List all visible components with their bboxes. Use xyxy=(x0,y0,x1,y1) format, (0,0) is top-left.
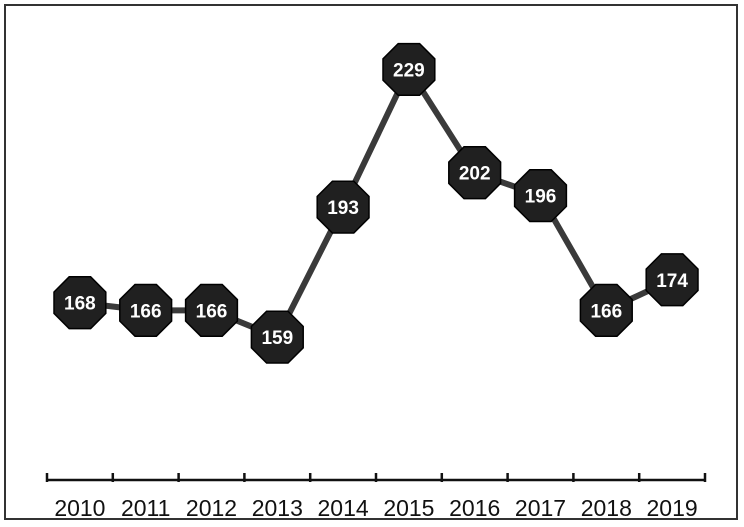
data-point: 166 xyxy=(184,283,239,337)
series-line xyxy=(79,66,674,341)
data-point: 193 xyxy=(316,180,370,234)
data-label: 174 xyxy=(656,271,688,292)
data-label: 202 xyxy=(459,164,491,185)
data-point-marker xyxy=(53,276,107,330)
x-tick-label: 2015 xyxy=(383,495,434,521)
x-tick-label: 2016 xyxy=(449,495,500,521)
data-point-marker xyxy=(513,169,568,223)
data-label: 196 xyxy=(525,187,557,208)
data-point-marker xyxy=(316,180,370,234)
data-label: 229 xyxy=(393,60,425,81)
chart-frame xyxy=(4,4,738,520)
data-label: 166 xyxy=(130,301,162,322)
data-point: 229 xyxy=(382,42,436,97)
data-point: 166 xyxy=(119,283,173,337)
data-point: 168 xyxy=(53,276,107,330)
x-tick-label: 2013 xyxy=(252,495,303,521)
data-point-marker xyxy=(448,146,502,200)
data-point: 166 xyxy=(579,283,633,337)
data-label: 166 xyxy=(196,301,228,322)
x-tick-label: 2017 xyxy=(515,495,566,521)
data-label: 193 xyxy=(327,198,359,219)
x-axis-tick-labels: 2010 2011 2012 2013 2014 2015 2016 2017 2018 2019 xyxy=(54,495,697,521)
data-point: 159 xyxy=(250,310,304,364)
x-tick-label: 2011 xyxy=(121,495,170,521)
x-tick-label: 2010 xyxy=(54,495,105,521)
x-tick-label: 2014 xyxy=(318,495,369,521)
data-label: 166 xyxy=(590,301,622,322)
data-label: 159 xyxy=(261,328,293,349)
data-label: 168 xyxy=(64,294,96,315)
data-point-marker xyxy=(579,283,633,337)
data-point-marker xyxy=(119,283,173,337)
data-point-marker xyxy=(382,42,436,97)
data-point-marker xyxy=(250,310,304,364)
x-axis-ticks xyxy=(45,473,707,482)
data-point-marker xyxy=(645,253,699,307)
data-markers: 168 166 166 159 193 229 202 196 166 174 xyxy=(53,42,699,364)
data-series xyxy=(79,66,674,341)
data-point-marker xyxy=(184,283,239,337)
x-tick-label: 2018 xyxy=(581,495,632,521)
x-tick-label: 2019 xyxy=(647,495,698,521)
x-tick-label: 2012 xyxy=(186,495,237,521)
data-point: 196 xyxy=(513,169,568,223)
data-point: 202 xyxy=(448,146,502,200)
data-point: 174 xyxy=(645,253,699,307)
